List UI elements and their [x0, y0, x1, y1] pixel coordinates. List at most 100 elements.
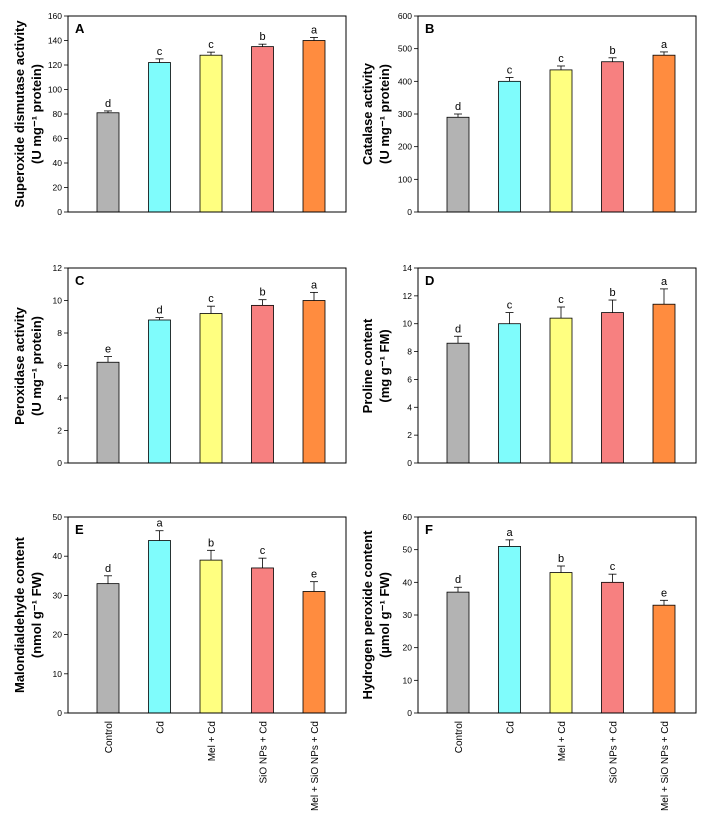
significance-letter: b [609, 45, 615, 57]
y-tick-label: 0 [407, 708, 412, 718]
y-axis-label: Superoxide dismutase activity (U mg⁻¹ pro… [12, 20, 44, 208]
significance-letter: b [259, 31, 265, 43]
significance-letter: b [558, 553, 564, 565]
y-tick-label: 60 [403, 512, 413, 522]
panel-label: E [75, 522, 84, 537]
x-category-label: SiO NPs + Cd [609, 721, 620, 784]
y-tick-label: 8 [407, 347, 412, 357]
x-category-label: Mel + SiO NPs + Cd [310, 721, 321, 811]
bar-c-cd [148, 319, 171, 464]
significance-letter: a [156, 518, 163, 530]
y-axis-label-line1: Malondialdehyde content [12, 536, 27, 693]
bar-b-control [446, 116, 470, 213]
significance-letter: c [558, 53, 564, 65]
panel-label: F [425, 522, 433, 537]
significance-letter: c [260, 545, 266, 557]
bar-b-mel-cd [549, 69, 573, 213]
y-tick-label: 80 [53, 109, 63, 119]
significance-letter: a [506, 527, 513, 539]
panel-label: C [75, 273, 85, 288]
bar-f-mel-cd [549, 572, 573, 714]
significance-letter: d [455, 574, 461, 586]
significance-letter: e [105, 344, 111, 356]
panel-b: d c c b a 0 100 200 300 400 500 600 B Catalase activi… [360, 11, 697, 217]
y-tick-label: 0 [57, 458, 62, 468]
panel-a: d c c b a 0 20 40 60 80 100 120 140 160 A Superoxide di… [12, 11, 347, 217]
bar-a-sio-nps-cd [251, 46, 274, 213]
y-axis-label-line1: Proline content [360, 318, 375, 413]
y-tick-label: 20 [53, 183, 63, 193]
y-tick-label: 4 [57, 393, 62, 403]
bar-e-mel-sio-nps-cd [302, 591, 326, 714]
bar-c-control [96, 361, 120, 464]
y-tick-label: 500 [398, 44, 412, 54]
plot-frame [417, 267, 697, 464]
y-tick-label: 400 [398, 76, 412, 86]
bar-f-control [446, 591, 470, 714]
x-category-label: Cd [156, 721, 167, 734]
significance-letter: d [105, 563, 111, 575]
significance-letter: a [311, 279, 318, 291]
x-category-label: Cd [506, 721, 517, 734]
x-category-label: Mel + Cd [557, 721, 568, 761]
significance-letter: a [311, 24, 318, 36]
y-axis-label: Hydrogen peroxide content (µmol g⁻¹ FW) [360, 530, 392, 700]
bar-b-cd [498, 80, 521, 213]
y-tick-label: 2 [57, 426, 62, 436]
significance-letter: b [609, 287, 615, 299]
significance-letter: e [661, 587, 667, 599]
y-axis-label: Malondialdehyde content (nmol g⁻¹ FW) [12, 536, 44, 693]
significance-letter: c [208, 39, 214, 51]
y-tick-label: 100 [398, 174, 412, 184]
x-category-label: Mel + Cd [207, 721, 218, 761]
y-tick-label: 4 [407, 402, 412, 412]
x-category-label: SiO NPs + Cd [259, 721, 270, 784]
bar-d-mel-sio-nps-cd [652, 303, 676, 464]
y-axis-label-line1: Superoxide dismutase activity [12, 20, 27, 208]
y-tick-label: 40 [403, 577, 413, 587]
panel-d: d c c b a 0 2 4 6 8 10 12 14 D Proline content (mg g⁻¹ … [360, 263, 697, 468]
y-tick-label: 12 [53, 263, 63, 273]
bar-b-mel-sio-nps-cd [652, 54, 676, 213]
y-tick-label: 14 [403, 263, 413, 273]
bar-c-sio-nps-cd [251, 304, 274, 464]
y-axis-label-line2: (mg g⁻¹ FM) [377, 329, 392, 402]
y-tick-label: 0 [407, 458, 412, 468]
bar-a-mel-cd [199, 54, 223, 213]
y-axis-label-line1: Catalase activity [360, 62, 375, 165]
significance-letter: c [208, 293, 214, 305]
y-tick-label: 8 [57, 328, 62, 338]
y-tick-label: 40 [53, 551, 63, 561]
x-category-label: Control [454, 721, 465, 753]
bar-f-mel-sio-nps-cd [652, 604, 676, 714]
y-tick-label: 6 [407, 374, 412, 384]
y-tick-label: 6 [57, 361, 62, 371]
y-tick-label: 160 [48, 11, 62, 21]
panel-c: e d c b a 0 2 4 6 8 10 12 C Peroxidase activity (U mg⁻… [12, 263, 347, 468]
y-tick-label: 20 [403, 643, 413, 653]
y-tick-label: 50 [403, 545, 413, 555]
bar-c-mel-sio-nps-cd [302, 300, 326, 464]
bar-f-cd [498, 546, 521, 714]
y-tick-label: 0 [57, 207, 62, 217]
y-axis-label-line2: (U mg⁻¹ protein) [377, 64, 392, 164]
y-tick-label: 10 [53, 669, 63, 679]
significance-letter: d [455, 101, 461, 113]
significance-letter: d [455, 323, 461, 335]
bar-e-control [96, 583, 120, 714]
significance-letter: b [259, 287, 265, 299]
y-tick-label: 10 [403, 319, 413, 329]
panel-label: D [425, 273, 434, 288]
y-axis-label: Catalase activity (U mg⁻¹ protein) [360, 62, 392, 165]
significance-letter: c [157, 46, 163, 58]
y-tick-label: 50 [53, 512, 63, 522]
y-axis-label: Proline content (mg g⁻¹ FM) [360, 318, 392, 413]
y-tick-label: 200 [398, 142, 412, 152]
panel-e: d a b c e 0 10 20 30 40 50 E Malondialdehyde content… [12, 512, 347, 811]
significance-letter: c [610, 561, 616, 573]
panel-label: A [75, 21, 85, 36]
y-tick-label: 140 [48, 36, 62, 46]
significance-letter: d [105, 98, 111, 110]
bar-e-mel-cd [199, 559, 223, 714]
bar-e-cd [148, 540, 171, 714]
